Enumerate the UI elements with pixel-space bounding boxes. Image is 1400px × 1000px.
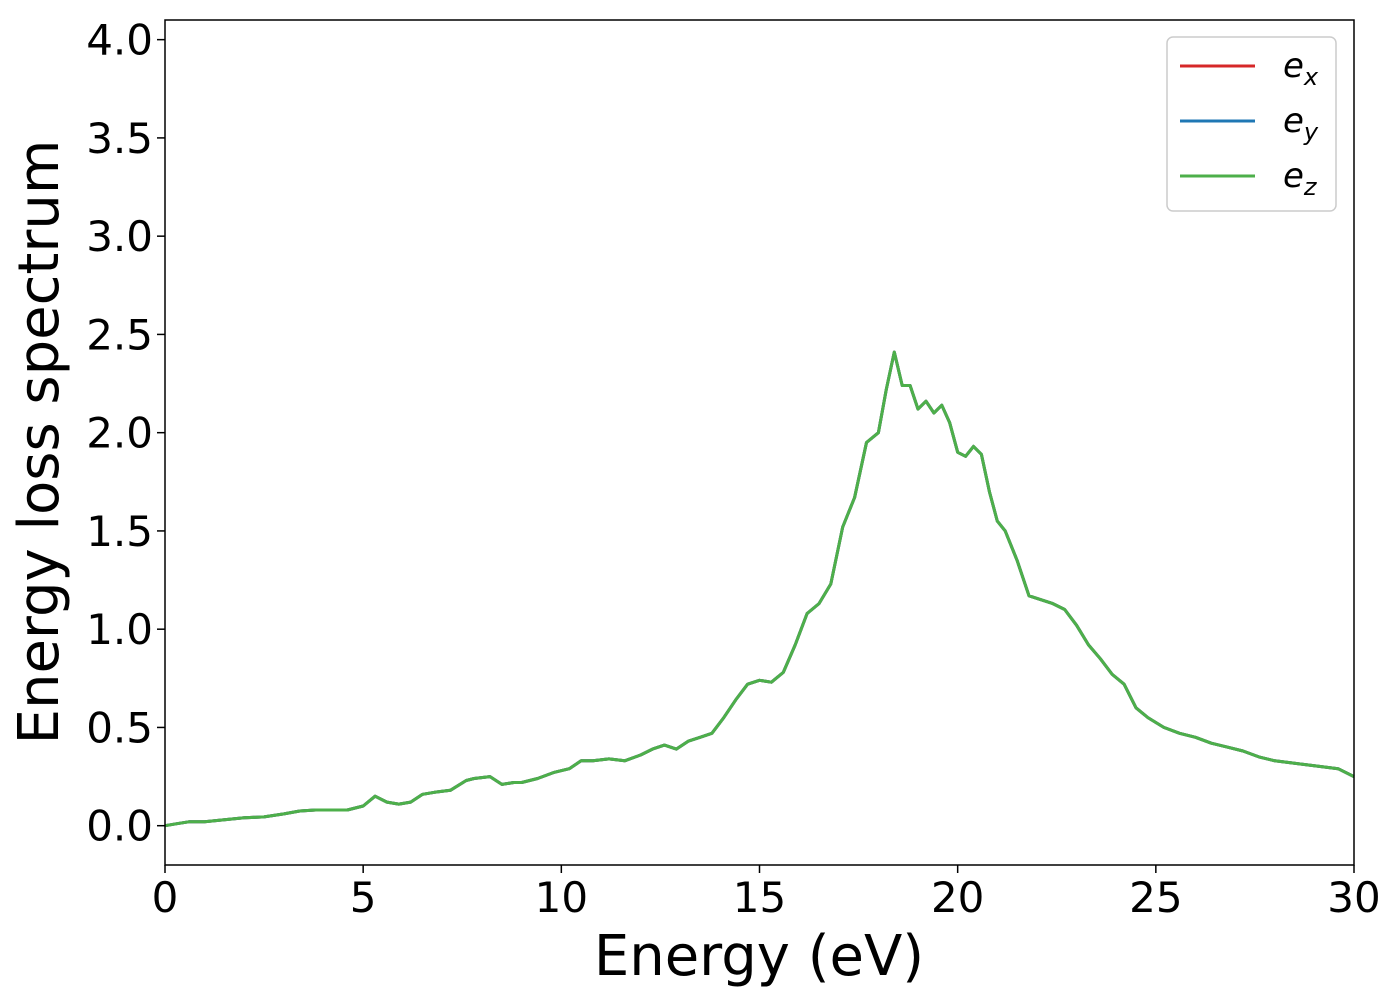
x-tick-label: 0 [152,873,179,922]
y-tick-label: 0.5 [86,703,153,752]
x-tick-label: 30 [1327,873,1380,922]
x-tick-label: 20 [931,873,984,922]
x-tick-label: 10 [535,873,588,922]
y-tick-label: 1.0 [86,605,153,654]
legend-box [1166,36,1337,212]
series-line-e-z [164,350,1355,828]
legend-items: ex ey ez [1180,46,1319,201]
y-axis-label: Energy loss spectrum [7,140,72,745]
legend: ex ey ez [1166,36,1337,212]
y-tick-label: 3.5 [86,114,153,163]
y-tick-label: 2.0 [86,409,153,458]
legend-label-e-z: ez [1283,156,1318,201]
y-axis-ticks: 0.0 0.5 1.0 1.5 2.0 2.5 3.0 3.5 4.0 [86,16,165,851]
x-tick-label: 25 [1129,873,1182,922]
series-layer [164,350,1355,828]
legend-label-e-y: ey [1283,101,1319,146]
y-tick-label: 0.0 [86,802,153,851]
x-axis-ticks: 0 5 10 15 20 25 30 [152,865,1381,922]
legend-label-e-x: ex [1283,46,1319,91]
y-tick-label: 3.0 [86,212,153,261]
x-axis-label: Energy (eV) [594,924,924,989]
y-tick-label: 2.5 [86,310,153,359]
y-tick-label: 1.5 [86,507,153,556]
x-tick-label: 5 [350,873,377,922]
y-tick-label: 4.0 [86,16,153,65]
x-tick-label: 15 [733,873,786,922]
